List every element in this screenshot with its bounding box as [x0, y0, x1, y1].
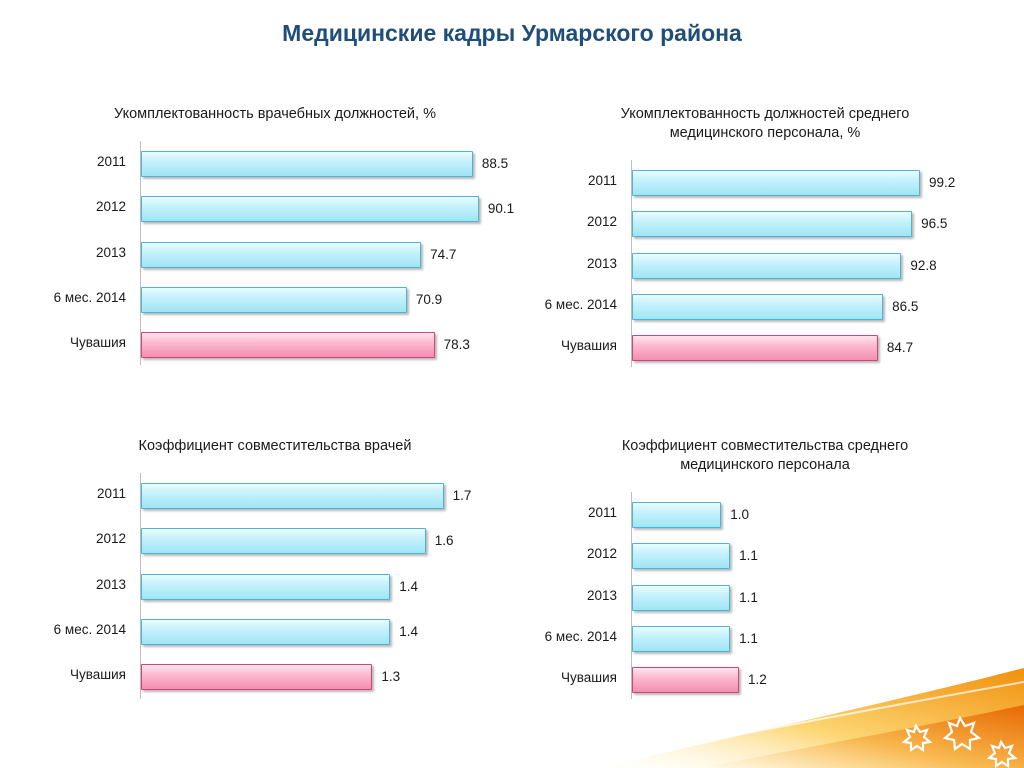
category-axis-line	[631, 492, 632, 699]
category-label: 6 мес. 2014	[53, 289, 126, 305]
page-title: Медицинские кадры Урмарского района	[282, 20, 742, 46]
value-label: 1.2	[748, 672, 767, 688]
bar	[632, 584, 731, 611]
chart-title: Коэффициент совместительства среднего ме…	[520, 437, 1010, 475]
value-label: 1.3	[381, 669, 401, 685]
chart-panel-physician-staffing: Укомплектованность врачебных должностей,…	[30, 105, 520, 375]
value-label: 74.7	[430, 246, 457, 262]
value-label: 1.1	[739, 589, 758, 605]
category-label: Чувашия	[70, 667, 126, 683]
bar	[141, 483, 444, 509]
category-axis-line	[140, 473, 141, 699]
category-label: 6 мес. 2014	[544, 628, 617, 644]
value-label: 1.1	[739, 548, 758, 564]
category-label: 2011	[96, 486, 126, 501]
value-label: 1.0	[730, 507, 749, 522]
value-label: 96.5	[921, 216, 948, 232]
category-axis-line	[631, 160, 632, 367]
chart-title: Укомплектованность врачебных должностей,…	[114, 106, 436, 122]
value-label: 1.7	[452, 488, 472, 503]
chart-title: Коэффициент совместительства врачей	[138, 438, 412, 454]
bar	[632, 211, 913, 238]
bar-region-average	[632, 667, 740, 694]
chart-title: Укомплектованность должностей среднего м…	[520, 105, 1010, 143]
category-label: Чувашия	[561, 338, 617, 354]
value-label: 86.5	[892, 298, 919, 314]
chart-title-line: Укомплектованность должностей среднего	[620, 106, 910, 122]
bar-region-average	[141, 664, 373, 691]
value-label: 99.2	[928, 175, 956, 190]
chart-panel-nurse-part-time: Коэффициент совместительства среднего ме…	[520, 437, 1010, 707]
category-label: 2012	[586, 214, 617, 230]
value-label: 88.5	[481, 156, 509, 171]
ornament-star-icon	[901, 715, 1018, 768]
chart-title-line: медицинского персонала	[680, 457, 850, 473]
value-label: 1.6	[434, 533, 454, 549]
category-label: 2011	[587, 173, 617, 188]
value-label: 1.4	[399, 578, 418, 594]
category-label: 2011	[96, 154, 126, 169]
category-label: 2013	[95, 576, 126, 592]
chart-title-line: Коэффициент совместительства среднего	[621, 438, 909, 454]
chart-panel-physician-part-time: Коэффициент совместительства врачей 2011…	[30, 437, 520, 707]
value-label: 92.8	[910, 257, 937, 273]
bar	[141, 286, 407, 313]
bar	[141, 241, 422, 268]
category-label: Чувашия	[561, 670, 617, 686]
category-label: 6 мес. 2014	[53, 621, 126, 637]
chart-title-line: медицинского персонала, %	[669, 125, 861, 141]
bar	[141, 618, 391, 645]
category-label: 2013	[95, 244, 126, 260]
bar	[141, 196, 479, 223]
value-label: 1.1	[739, 630, 758, 646]
bar	[632, 252, 902, 279]
category-label: Чувашия	[70, 335, 126, 351]
category-axis-line	[140, 141, 141, 365]
bar	[632, 170, 920, 196]
bar	[632, 543, 731, 570]
value-label: 70.9	[415, 291, 443, 307]
bar	[141, 151, 473, 177]
value-label: 84.7	[886, 340, 914, 356]
value-label: 78.3	[443, 337, 470, 353]
bar	[632, 625, 731, 652]
bar	[141, 528, 426, 555]
category-label: 2012	[586, 546, 617, 562]
bar	[632, 502, 722, 528]
category-label: 2012	[95, 199, 126, 215]
value-label: 1.4	[399, 623, 418, 639]
category-label: 2012	[95, 531, 126, 547]
category-label: 2011	[587, 505, 617, 520]
bar-region-average	[632, 335, 878, 362]
bar-region-average	[141, 332, 435, 359]
value-label: 90.1	[487, 201, 515, 217]
bar	[632, 293, 884, 320]
bar	[141, 573, 391, 600]
chart-panel-nurse-staffing: Укомплектованность должностей среднего м…	[520, 105, 1010, 375]
category-label: 6 мес. 2014	[544, 296, 617, 312]
category-label: 2013	[586, 587, 617, 603]
category-label: 2013	[586, 255, 617, 271]
